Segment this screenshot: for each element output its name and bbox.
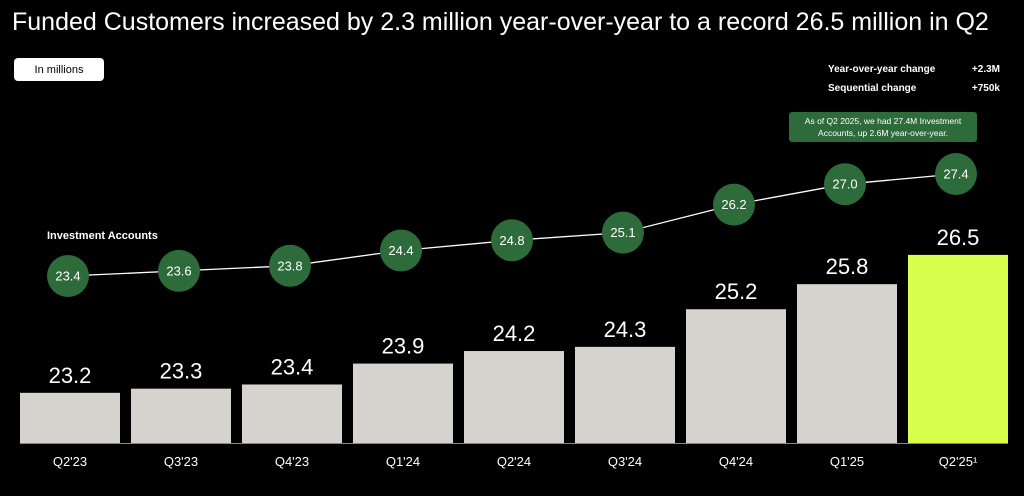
x-tick-label-5: Q2'24 xyxy=(497,454,531,469)
sequential-change-row: Sequential change +750k xyxy=(828,83,1000,102)
x-tick-label-2: Q3'23 xyxy=(164,454,198,469)
investment-accounts-label: Investment Accounts xyxy=(47,230,158,242)
investment-accounts-point-4 xyxy=(380,229,422,272)
investment-accounts-point-3 xyxy=(269,244,311,287)
investment-accounts-value-5: 24.8 xyxy=(499,233,524,248)
investment-accounts-point-8 xyxy=(824,163,866,206)
bar-value-label-2: 23.3 xyxy=(160,359,203,384)
bar-value-label-7: 25.2 xyxy=(715,279,758,304)
bar-1 xyxy=(20,392,120,443)
chart-title: Funded Customers increased by 2.3 millio… xyxy=(12,8,989,36)
investment-accounts-point-1 xyxy=(47,255,89,297)
x-tick-label-3: Q4'23 xyxy=(275,454,309,469)
bar-7 xyxy=(686,309,786,443)
x-tick-label-4: Q1'24 xyxy=(386,454,420,469)
change-summary: Year-over-year change +2.3M Sequential c… xyxy=(828,64,1000,102)
x-tick-label-6: Q3'24 xyxy=(608,454,642,469)
investment-accounts-value-6: 25.1 xyxy=(610,225,635,240)
investment-accounts-point-2 xyxy=(158,249,200,292)
bar-8 xyxy=(797,284,897,443)
investment-accounts-value-4: 24.4 xyxy=(388,243,413,258)
bar-value-label-8: 25.8 xyxy=(826,254,869,279)
yoy-change-row: Year-over-year change +2.3M xyxy=(828,64,1000,83)
investment-accounts-value-7: 26.2 xyxy=(721,197,746,212)
bar-value-label-6: 24.3 xyxy=(604,317,647,342)
x-tick-label-1: Q2'23 xyxy=(53,454,87,469)
bar-5 xyxy=(464,351,564,443)
investment-accounts-point-9 xyxy=(935,153,977,195)
bar-4 xyxy=(353,363,453,443)
investment-accounts-value-3: 23.8 xyxy=(277,258,302,273)
investment-accounts-value-8: 27.0 xyxy=(832,177,857,192)
x-tick-label-8: Q1'25 xyxy=(830,454,864,469)
bar-value-label-9: 26.5 xyxy=(937,225,980,250)
investment-accounts-point-7 xyxy=(713,183,755,226)
investment-accounts-value-9: 27.4 xyxy=(943,167,968,182)
x-tick-label-9: Q2'25¹ xyxy=(939,454,978,469)
investment-accounts-note: As of Q2 2025, we had 27.4M Investment A… xyxy=(789,112,977,142)
yoy-change-value: +2.3M xyxy=(971,64,1000,75)
bar-3 xyxy=(242,384,342,443)
investment-accounts-point-6 xyxy=(602,211,644,254)
units-badge: In millions xyxy=(14,58,104,81)
bar-9 xyxy=(908,254,1008,443)
investment-accounts-value-2: 23.6 xyxy=(166,263,191,278)
bar-2 xyxy=(131,388,231,443)
bar-value-label-5: 24.2 xyxy=(493,321,536,346)
bar-value-label-3: 23.4 xyxy=(271,354,314,379)
sequential-change-value: +750k xyxy=(971,83,1000,94)
investment-accounts-point-5 xyxy=(491,219,533,262)
x-tick-label-7: Q4'24 xyxy=(719,454,753,469)
bar-6 xyxy=(575,346,675,443)
bar-value-label-4: 23.9 xyxy=(382,334,425,359)
bar-value-label-1: 23.2 xyxy=(49,363,92,388)
investment-accounts-value-1: 23.4 xyxy=(55,269,80,284)
sequential-change-label: Sequential change xyxy=(828,83,917,94)
yoy-change-label: Year-over-year change xyxy=(828,64,936,75)
